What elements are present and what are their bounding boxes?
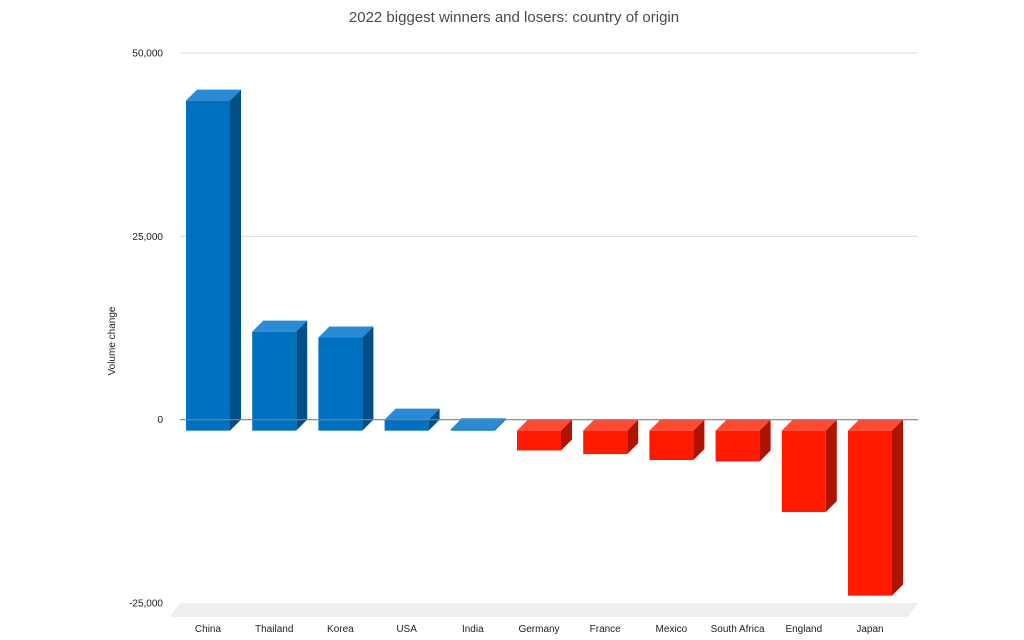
x-category-label: Mexico [656, 624, 688, 635]
x-category-label: France [590, 624, 622, 635]
x-category-label: England [785, 624, 822, 635]
bar [649, 419, 705, 460]
bar-top [186, 89, 241, 101]
bar-front [848, 430, 892, 596]
x-category-label: Germany [518, 624, 559, 635]
bar-front [450, 429, 495, 431]
x-category-label: Korea [327, 624, 354, 635]
bar [318, 326, 374, 431]
bar-top [583, 419, 639, 431]
bar-side [759, 419, 771, 462]
y-tick-label: 0 [157, 415, 163, 426]
bar-side [825, 419, 837, 513]
y-tick-label: -25,000 [129, 599, 163, 610]
bar [781, 419, 837, 513]
bar-front [649, 430, 694, 460]
bar [715, 419, 771, 462]
bar [583, 419, 639, 455]
bar-side [627, 419, 639, 455]
y-axis-title: Volume change [107, 306, 118, 375]
bar-front [517, 430, 561, 451]
bar [848, 419, 903, 596]
x-category-label: China [195, 624, 222, 635]
x-category-label: USA [396, 624, 417, 635]
x-axis-categories: China Thailand Korea USA India Germany France M… [195, 624, 884, 635]
bar-side [892, 419, 903, 596]
x-category-label: Thailand [255, 624, 293, 635]
gridlines [180, 52, 918, 237]
bar-side [693, 419, 705, 460]
bar [450, 418, 506, 431]
bar-top [715, 419, 771, 431]
chart-floor [170, 603, 918, 617]
bar-front [318, 337, 363, 431]
y-tick-label: 25,000 [132, 232, 163, 243]
y-tick-label: 50,000 [132, 49, 163, 60]
x-category-label: India [462, 624, 484, 635]
chart-title: 2022 biggest winners and losers: country… [349, 9, 679, 26]
bar-top [517, 419, 572, 431]
bar-front [583, 430, 628, 455]
bar-front [186, 100, 230, 431]
bar-front [715, 430, 760, 462]
bar-top [318, 326, 374, 338]
bar-front [781, 430, 826, 513]
bars [186, 89, 903, 596]
bar-top [781, 419, 837, 431]
bar-top [252, 320, 308, 332]
x-category-label: South Africa [711, 624, 765, 635]
floor-plane [170, 603, 918, 617]
bar-top [649, 419, 705, 431]
x-category-label: Japan [856, 624, 883, 635]
bar-front [252, 331, 297, 431]
bar [186, 89, 241, 431]
bar-top [384, 408, 440, 420]
bar-top [848, 419, 903, 431]
bar-front [384, 419, 429, 431]
bar-side [296, 320, 308, 431]
bar-side [494, 418, 506, 431]
bar [252, 320, 308, 431]
bar [517, 419, 572, 451]
bar-side [362, 326, 374, 431]
bar-side [561, 419, 572, 451]
bar-top [450, 418, 506, 430]
bar-side [230, 89, 241, 431]
y-axis-ticks: -25,000 0 25,000 50,000 [129, 49, 163, 610]
